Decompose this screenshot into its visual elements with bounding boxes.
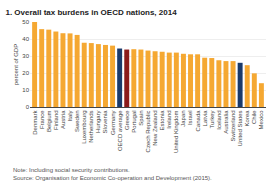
svg-text:Hungary: Hungary [95,110,101,133]
svg-text:Latvia: Latvia [202,110,208,127]
svg-text:1. Overall tax burdens in OECD: 1. Overall tax burdens in OECD nations, … [5,8,177,17]
svg-text:Luxembourg: Luxembourg [81,110,87,143]
svg-text:Israel: Israel [187,110,193,125]
svg-text:Korea: Korea [244,110,250,127]
svg-text:20: 20 [22,70,29,76]
svg-text:United States: United States [237,110,243,146]
svg-text:Italy: Italy [67,110,73,121]
svg-text:Iceland: Iceland [216,110,222,129]
svg-text:Ireland: Ireland [166,110,172,128]
svg-text:Belgium: Belgium [46,110,52,132]
svg-text:Note: Including social securit: Note: Including social security contribu… [13,167,212,181]
svg-text:OECD average: OECD average [117,110,123,151]
svg-text:30: 30 [22,53,29,59]
svg-text:percent of GDP: percent of GDP [13,44,19,85]
svg-text:Sweden: Sweden [74,110,80,132]
svg-text:40: 40 [22,36,29,42]
svg-text:Netherlands: Netherlands [88,110,94,142]
svg-text:Austria: Austria [60,110,66,129]
svg-text:Germany: Germany [110,110,116,135]
svg-text:Greece: Greece [124,110,130,130]
svg-text:Australia: Australia [223,110,229,134]
svg-text:Finland: Finland [53,110,59,130]
svg-text:10: 10 [22,87,29,93]
svg-text:Slovenia: Slovenia [102,110,108,134]
svg-text:United Kingdom: United Kingdom [173,110,179,153]
svg-text:Portugal: Portugal [131,110,137,132]
svg-text:Denmark: Denmark [32,109,38,134]
svg-text:New Zealand: New Zealand [152,110,158,145]
svg-text:Canada: Canada [195,110,201,132]
svg-text:Switzerland: Switzerland [230,110,236,141]
svg-text:Mexico: Mexico [258,110,264,130]
svg-text:Chile: Chile [251,110,257,124]
svg-text:Estonia: Estonia [159,110,165,131]
svg-text:France: France [39,110,45,129]
svg-text:Czech Republic: Czech Republic [145,110,151,152]
svg-text:50: 50 [22,19,29,25]
svg-text:Spain: Spain [138,110,144,125]
svg-text:0: 0 [26,104,30,110]
svg-text:Turkey: Turkey [209,110,215,128]
svg-text:Japan: Japan [180,110,186,126]
